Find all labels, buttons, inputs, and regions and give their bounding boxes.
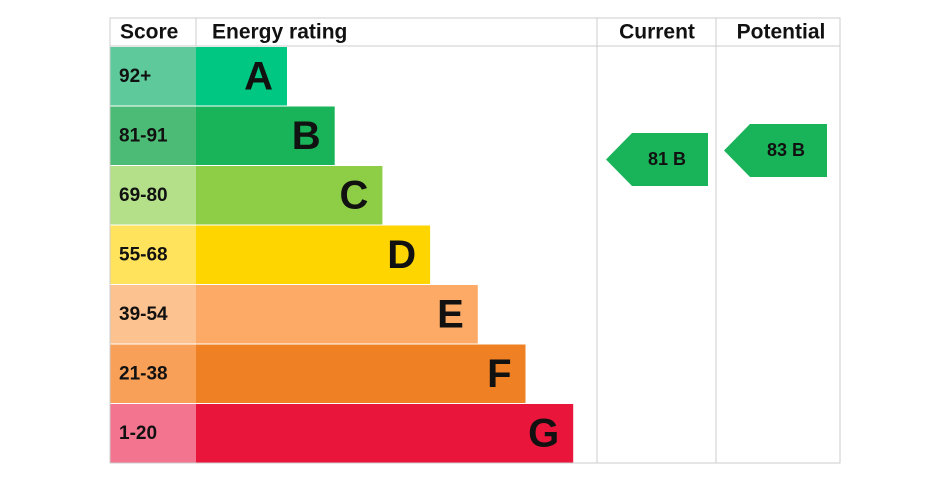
score-label: 81-91 bbox=[119, 125, 168, 146]
score-label: 92+ bbox=[119, 66, 151, 87]
rating-letter: A bbox=[244, 54, 273, 98]
header-current: Current bbox=[619, 21, 695, 44]
current-label: 81 B bbox=[648, 149, 686, 169]
rating-letter: F bbox=[487, 352, 511, 396]
score-cell bbox=[110, 47, 196, 106]
rating-bar bbox=[196, 47, 287, 106]
score-cell bbox=[110, 344, 196, 403]
current-arrow bbox=[606, 133, 708, 186]
score-cell bbox=[110, 106, 196, 165]
rating-bar bbox=[196, 285, 478, 344]
score-cell bbox=[110, 166, 196, 225]
rating-bar bbox=[196, 344, 526, 403]
rating-bar bbox=[196, 225, 431, 284]
score-label: 21-38 bbox=[119, 363, 168, 384]
score-label: 55-68 bbox=[119, 244, 168, 265]
score-cell bbox=[110, 225, 196, 284]
rating-bar bbox=[196, 404, 574, 463]
rating-letter: C bbox=[340, 173, 369, 217]
score-label: 39-54 bbox=[119, 304, 168, 325]
score-label: 69-80 bbox=[119, 185, 168, 206]
rating-bar bbox=[196, 166, 383, 225]
rating-bar bbox=[196, 106, 335, 165]
rating-letter: D bbox=[387, 233, 416, 277]
header-potential: Potential bbox=[737, 21, 826, 44]
score-cell bbox=[110, 404, 196, 463]
score-label: 1-20 bbox=[119, 423, 157, 444]
header-rating: Energy rating bbox=[212, 21, 347, 44]
potential-arrow bbox=[724, 124, 827, 177]
header-score: Score bbox=[120, 21, 178, 44]
potential-label: 83 B bbox=[767, 140, 805, 160]
rating-letter: G bbox=[528, 411, 559, 455]
rating-letter: E bbox=[437, 292, 464, 336]
score-cell bbox=[110, 285, 196, 344]
rating-letter: B bbox=[292, 114, 321, 158]
bands: 92+ A 81-91 B 69-80 C 55-68 D 39-54 E 21-38 F 1-20 G bbox=[110, 47, 574, 463]
